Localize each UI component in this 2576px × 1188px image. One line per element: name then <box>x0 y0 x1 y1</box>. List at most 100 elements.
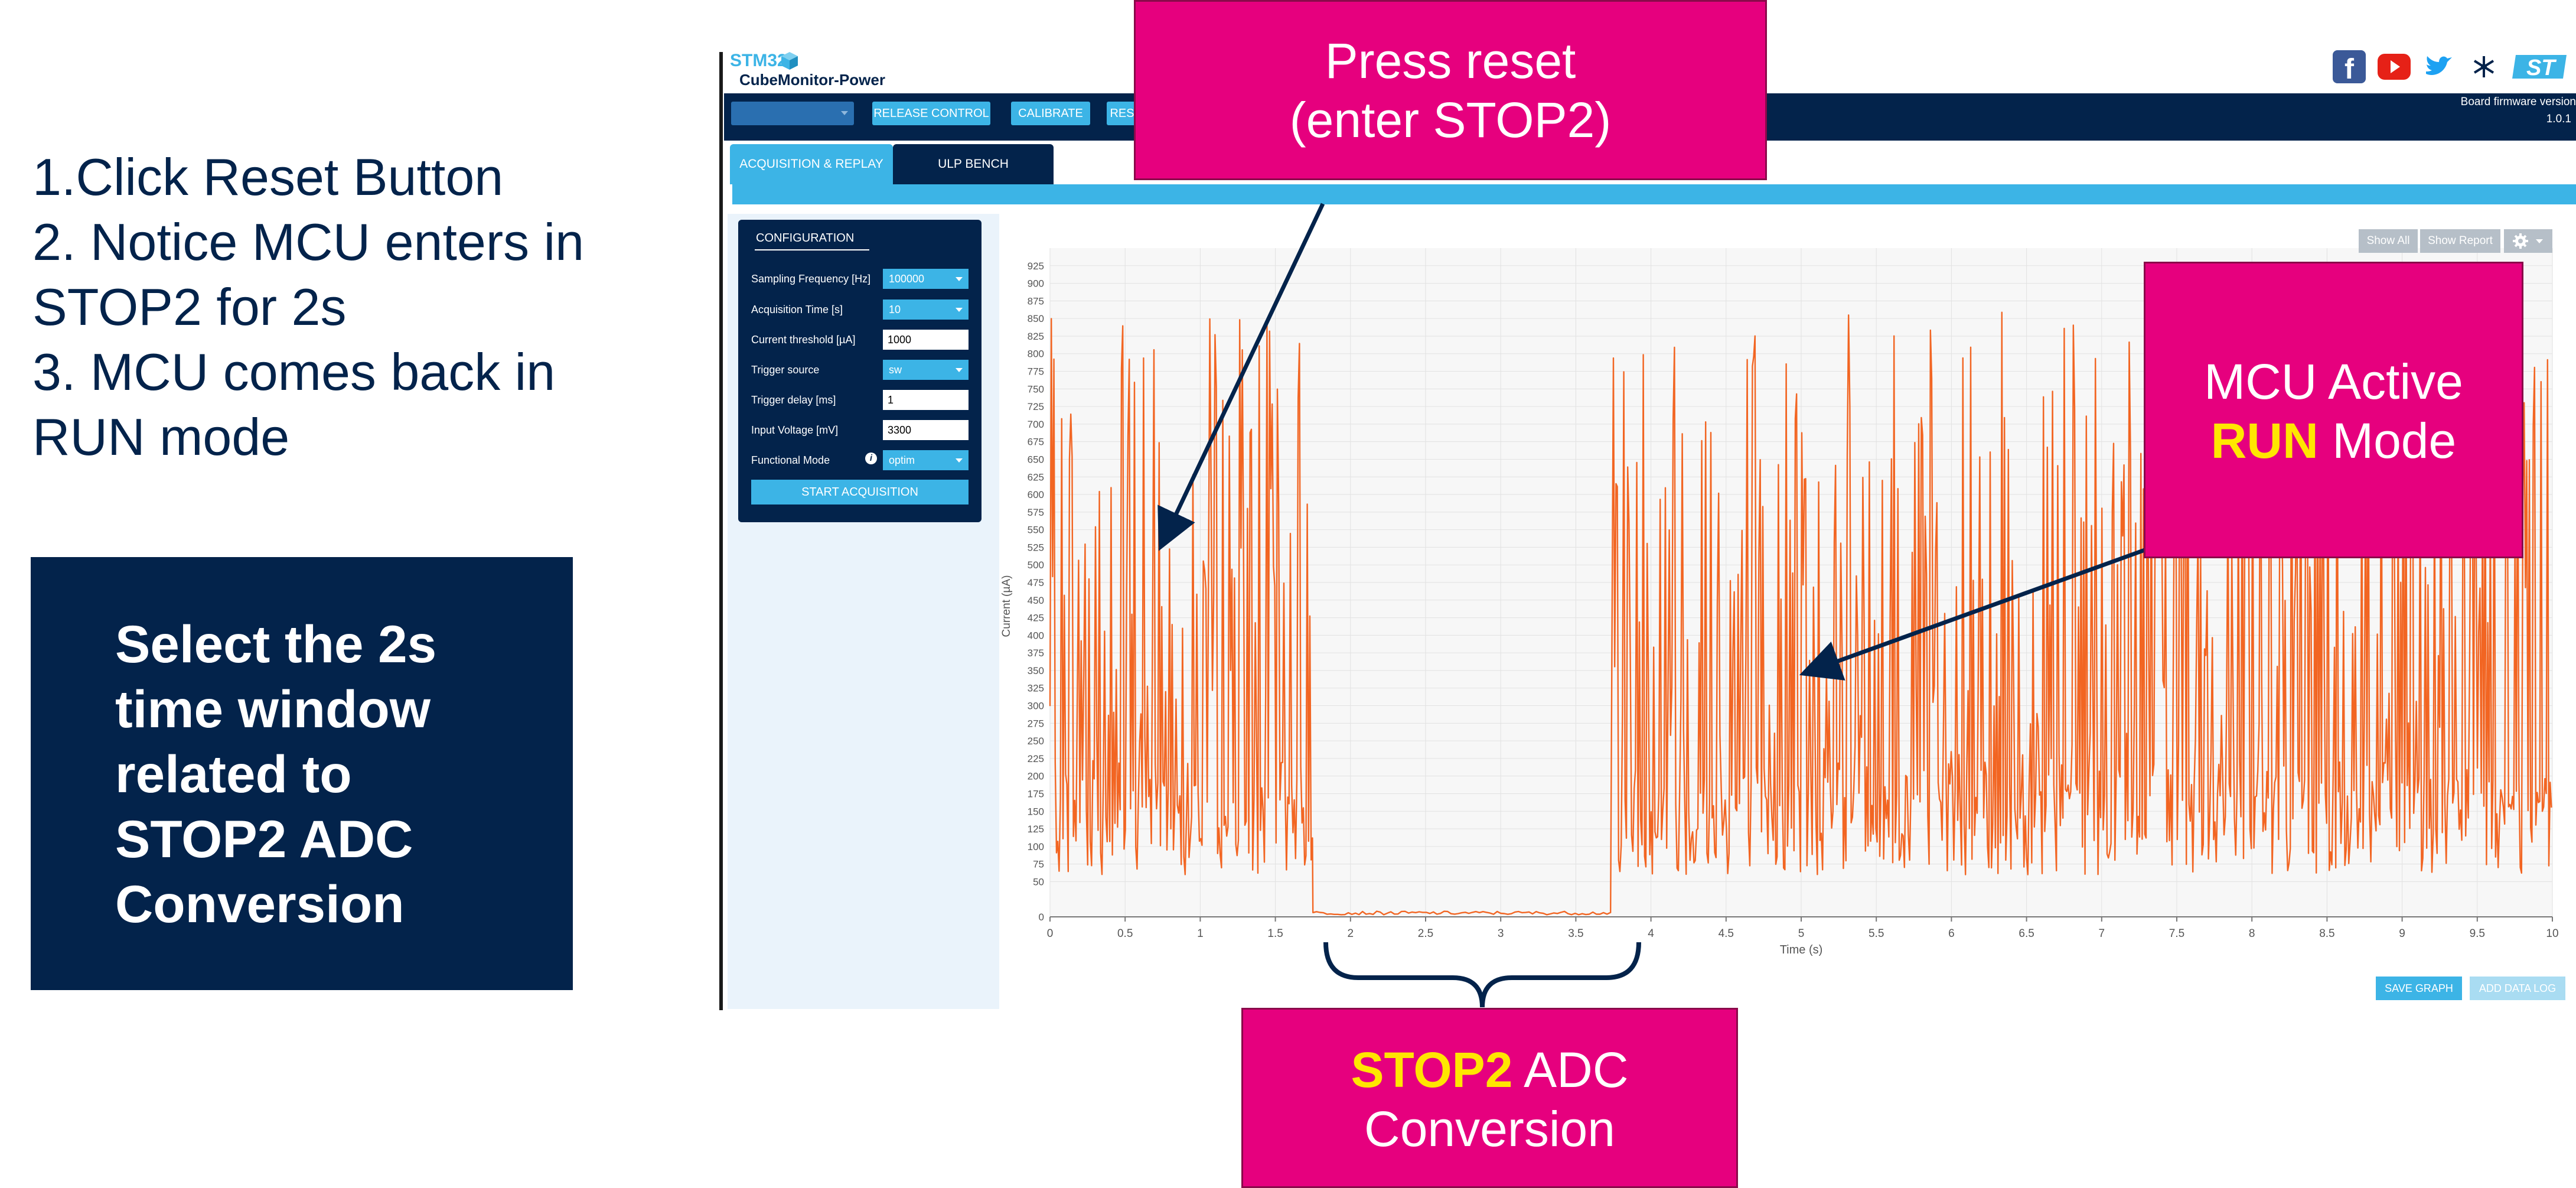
x-tick-label: 3 <box>1498 927 1504 940</box>
facebook-icon[interactable]: f <box>2333 50 2366 85</box>
divider <box>755 249 869 250</box>
y-tick-label: 400 <box>1028 630 1044 641</box>
graph-controls: Show All Show Report <box>2359 229 2554 253</box>
y-tick-label: 850 <box>1028 313 1044 324</box>
tip-line: STOP2 ADC <box>115 809 413 868</box>
firmware-version: 1.0.1 <box>2546 113 2571 125</box>
select-value: optim <box>889 454 915 466</box>
tip-line: related to <box>115 744 352 803</box>
stop2-callout-rest: ADC <box>1512 1042 1629 1098</box>
step-line: RUN mode <box>32 408 290 466</box>
x-tick-label: 7 <box>2099 927 2105 940</box>
x-tick-label: 4.5 <box>1719 927 1734 940</box>
x-tick-label: 4 <box>1648 927 1654 940</box>
y-tick-label: 325 <box>1028 683 1044 694</box>
step-line: STOP2 for 2s <box>32 278 347 336</box>
y-axis-label: Current (µA) <box>1000 575 1013 637</box>
start-acquisition-button[interactable]: START ACQUISITION <box>751 480 969 505</box>
trigger-delay-label: Trigger delay [ms] <box>751 394 836 406</box>
stop2-callout-line1: STOP2 ADC <box>1243 1040 1736 1099</box>
window-border <box>719 52 723 1010</box>
tab-ulp-bench[interactable]: ULP BENCH <box>893 144 1054 184</box>
step-line: 3. MCU comes back in <box>32 343 556 401</box>
step-line: 1.Click Reset Button <box>32 148 504 206</box>
x-tick-label: 6 <box>1948 927 1955 940</box>
x-tick-label: 6.5 <box>2019 927 2034 940</box>
x-tick-label: 9.5 <box>2470 927 2485 940</box>
chevron-down-icon <box>956 458 963 463</box>
tip-line: Select the 2s <box>115 614 437 673</box>
select-value: 10 <box>889 304 901 315</box>
save-graph-button[interactable]: SAVE GRAPH <box>2376 977 2462 1000</box>
instruction-steps: 1.Click Reset Button 2. Notice MCU enter… <box>32 145 653 470</box>
select-value: 100000 <box>889 273 925 285</box>
svg-text:f: f <box>2345 54 2355 83</box>
y-tick-label: 825 <box>1028 331 1044 342</box>
release-control-button[interactable]: RELEASE CONTROL <box>872 102 990 125</box>
y-tick-label: 800 <box>1028 349 1044 360</box>
x-tick-label: 1 <box>1197 927 1204 940</box>
y-tick-label: 550 <box>1028 525 1044 536</box>
y-tick-label: 875 <box>1028 295 1044 307</box>
trigger-source-select[interactable]: sw <box>883 360 969 380</box>
y-tick-label: 350 <box>1028 665 1044 676</box>
st-logo-icon[interactable]: ST <box>2510 50 2569 83</box>
y-tick-label: 250 <box>1028 735 1044 747</box>
x-tick-label: 1.5 <box>1267 927 1283 940</box>
x-tick-label: 0.5 <box>1117 927 1133 940</box>
show-report-button[interactable]: Show Report <box>2420 229 2500 253</box>
logo-product-text: CubeMonitor-Power <box>739 71 885 89</box>
twitter-icon[interactable] <box>2422 50 2456 83</box>
trigger-delay-input[interactable] <box>883 390 969 410</box>
run-callout-line1: MCU Active <box>2204 354 2463 409</box>
reset-callout: Press reset (enter STOP2) <box>1134 0 1767 180</box>
chevron-down-icon <box>956 277 963 281</box>
settings-dropdown[interactable] <box>2504 229 2552 253</box>
chevron-down-icon <box>841 111 848 115</box>
chart-trace <box>1049 311 2552 916</box>
y-tick-label: 625 <box>1028 471 1044 483</box>
input-voltage-input[interactable] <box>883 420 969 440</box>
y-tick-label: 300 <box>1028 701 1044 712</box>
functional-mode-select[interactable]: optim <box>883 450 969 470</box>
x-tick-label: 9 <box>2399 927 2405 940</box>
y-tick-label: 475 <box>1028 577 1044 588</box>
add-data-log-button[interactable]: ADD DATA LOG <box>2470 977 2565 1000</box>
gear-icon <box>2513 233 2528 249</box>
chevron-down-icon <box>956 368 963 372</box>
y-tick-label: 575 <box>1028 507 1044 518</box>
x-tick-label: 5.5 <box>1869 927 1884 940</box>
show-all-button[interactable]: Show All <box>2359 229 2418 253</box>
tab-underline <box>732 184 2576 204</box>
chevron-down-icon <box>2536 239 2543 243</box>
chevron-down-icon <box>956 308 963 312</box>
stop2-highlight: STOP2 <box>1351 1042 1513 1098</box>
select-value: sw <box>889 364 902 376</box>
run-callout: MCU Active RUN Mode <box>2144 262 2523 558</box>
y-tick-label: 200 <box>1028 771 1044 782</box>
run-highlight: RUN <box>2210 413 2319 468</box>
y-tick-label: 725 <box>1028 401 1044 412</box>
y-tick-label: 650 <box>1028 454 1044 465</box>
sampling-frequency-select[interactable]: 100000 <box>883 269 969 289</box>
x-tick-label: 8.5 <box>2319 927 2334 940</box>
calibrate-button[interactable]: CALIBRATE <box>1011 102 1090 125</box>
reset-button[interactable]: RES <box>1107 102 1137 125</box>
tab-acquisition-replay[interactable]: ACQUISITION & REPLAY <box>730 144 893 184</box>
x-tick-label: 3.5 <box>1568 927 1583 940</box>
svg-text:ST: ST <box>2526 56 2557 80</box>
y-tick-label: 900 <box>1028 278 1044 289</box>
x-tick-label: 0 <box>1047 927 1054 940</box>
youtube-icon[interactable] <box>2378 54 2411 80</box>
info-icon[interactable]: i <box>865 453 877 464</box>
network-icon[interactable] <box>2467 50 2500 83</box>
cube-icon <box>781 52 798 70</box>
port-select[interactable] <box>731 102 854 125</box>
y-tick-label: 275 <box>1028 718 1044 729</box>
current-threshold-input[interactable] <box>883 330 969 350</box>
acquisition-time-select[interactable]: 10 <box>883 300 969 320</box>
reset-callout-line2: (enter STOP2) <box>1289 92 1612 148</box>
tip-box <box>31 557 573 990</box>
y-tick-label: 750 <box>1028 383 1044 395</box>
x-tick-label: 2.5 <box>1418 927 1433 940</box>
